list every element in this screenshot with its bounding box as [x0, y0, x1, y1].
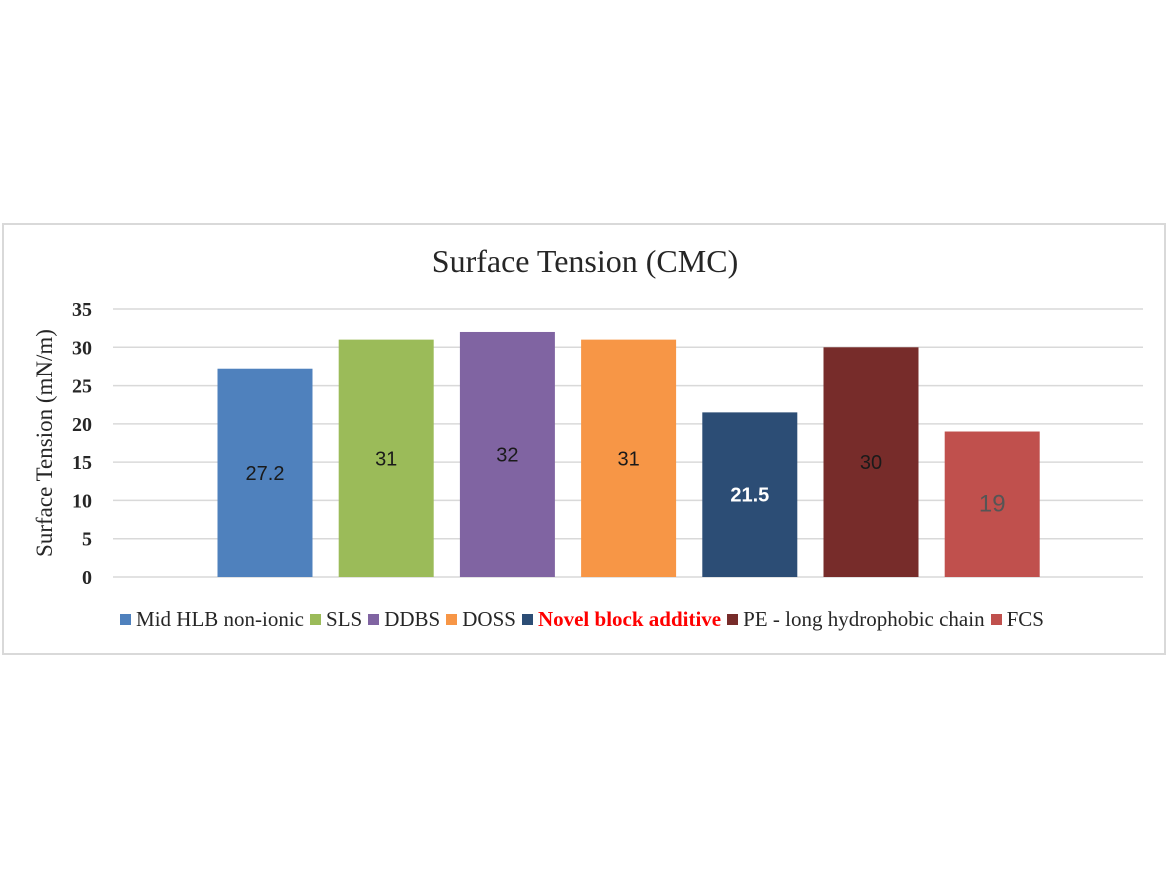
bar — [702, 412, 798, 577]
bar — [459, 331, 555, 577]
y-axis-label: Surface Tension (mN/m) — [32, 329, 57, 557]
y-tick-label: 20 — [72, 414, 92, 436]
y-tick-label: 5 — [82, 529, 92, 551]
legend-item: Novel block additive — [521, 607, 722, 632]
legend: Mid HLB non-ionic SLS DDBS DOSS Novel block … — [0, 607, 1170, 632]
bar — [217, 368, 313, 577]
legend-label: SLS — [326, 607, 363, 631]
legend-swatch — [990, 614, 1002, 625]
legend-label: DOSS — [462, 607, 516, 631]
bar — [823, 347, 919, 577]
y-tick-label: 25 — [72, 376, 92, 398]
legend-item: PE - long hydrophobic chain — [727, 607, 985, 632]
legend-label: PE - long hydrophobic chain — [743, 607, 985, 631]
legend-item: DOSS — [446, 607, 516, 632]
legend-swatch — [446, 614, 458, 625]
y-tick-label: 30 — [72, 337, 92, 359]
data-label: 32 — [496, 444, 518, 466]
legend-label: FCS — [1006, 607, 1044, 631]
chart-title: Surface Tension (CMC) — [431, 243, 739, 279]
y-tick-label: 15 — [72, 452, 92, 474]
y-tick-label: 35 — [72, 299, 92, 321]
bar — [944, 431, 1040, 577]
legend-swatch — [727, 614, 739, 625]
legend-label: Novel block additive — [537, 607, 722, 631]
bar — [338, 339, 434, 577]
legend-item: FCS — [990, 607, 1044, 632]
legend-label: Mid HLB non-ionic — [136, 607, 305, 631]
legend-swatch — [521, 614, 533, 625]
y-tick-label: 0 — [82, 567, 92, 589]
y-tick-label: 10 — [72, 490, 92, 512]
legend-swatch — [310, 614, 322, 625]
legend-label: DDBS — [384, 607, 441, 631]
legend-item: Mid HLB non-ionic — [120, 607, 304, 632]
legend-swatch — [368, 614, 380, 625]
bar — [581, 339, 677, 577]
data-label: 27.2 — [246, 463, 285, 485]
data-label: 21.5 — [730, 485, 769, 507]
legend-item: DDBS — [368, 607, 440, 632]
data-label: 31 — [375, 448, 397, 470]
legend-item: SLS — [310, 607, 362, 632]
legend-swatch — [120, 614, 132, 625]
data-label: 30 — [860, 452, 882, 474]
data-label: 31 — [617, 448, 639, 470]
data-label: 19 — [979, 490, 1006, 517]
